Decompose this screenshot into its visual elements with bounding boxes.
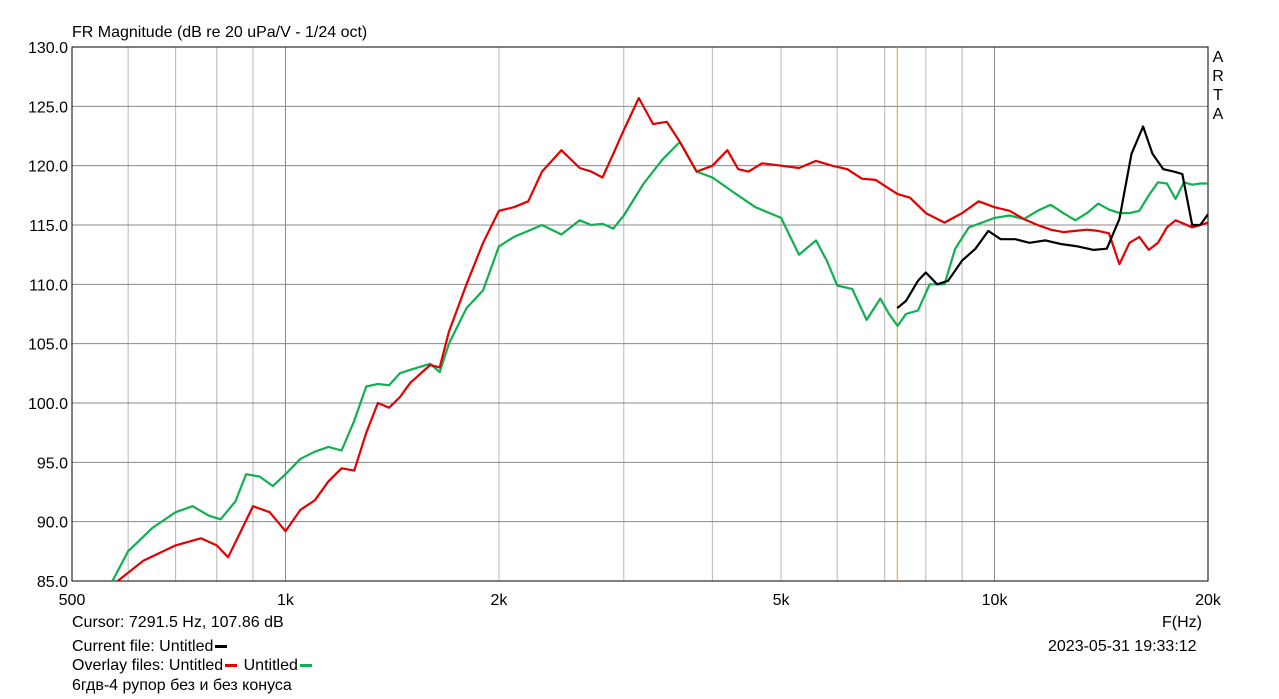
overlay-name-2: Untitled xyxy=(243,657,298,674)
arta-logo: A R T A xyxy=(1211,48,1225,124)
x-tick-label: 2k xyxy=(490,592,508,609)
overlay-files: Overlay files: Untitled Untitled xyxy=(72,657,312,675)
overlay-label: Overlay files: xyxy=(72,657,165,674)
x-tick-label: 10k xyxy=(982,592,1009,609)
y-tick-label: 110.0 xyxy=(29,277,68,294)
cursor-readout: Cursor: 7291.5 Hz, 107.86 dB xyxy=(72,614,284,631)
frequency-response-chart[interactable]: 130.0 125.0 120.0 115.0 110.0 105.0 100.0 95.0 9… xyxy=(0,0,1279,620)
y-tick-label: 85.0 xyxy=(37,574,68,591)
x-tick-label: 1k xyxy=(277,592,295,609)
arta-letter: A xyxy=(1212,106,1224,123)
y-tick-label: 100.0 xyxy=(28,396,68,413)
series-line-overlay1 xyxy=(117,96,1208,581)
arta-letter: R xyxy=(1212,68,1224,85)
timestamp: 2023-05-31 19:33:12 xyxy=(1048,638,1197,655)
y-tick-label: 115.0 xyxy=(29,218,68,235)
x-tick-label: 5k xyxy=(773,592,791,609)
current-swatch xyxy=(215,645,228,649)
series-line-current xyxy=(896,125,1208,309)
y-tick-label: 95.0 xyxy=(37,455,68,472)
x-axis-unit: F(Hz) xyxy=(1162,614,1202,631)
arta-letter: T xyxy=(1213,87,1223,104)
plot-frame xyxy=(71,46,1209,582)
y-tick-label: 125.0 xyxy=(28,99,68,116)
y-tick-label: 120.0 xyxy=(28,159,68,176)
x-tick-label: 500 xyxy=(59,592,86,609)
chart-title: FR Magnitude (dB re 20 uPa/V - 1/24 oct) xyxy=(72,24,368,41)
y-tick-label: 90.0 xyxy=(37,515,68,532)
current-file-label: Current file: Untitled xyxy=(72,638,214,655)
overlay1-swatch xyxy=(225,664,238,668)
overlay-name-1: Untitled xyxy=(168,657,224,674)
y-tick-label: 105.0 xyxy=(28,337,68,354)
arta-letter: A xyxy=(1212,49,1224,66)
x-tick-label: 20k xyxy=(1195,592,1222,609)
y-tick-label: 130.0 xyxy=(28,40,68,57)
overlay2-swatch xyxy=(299,664,312,668)
measurement-description: 6гдв-4 рупор без и без конуса xyxy=(72,677,292,694)
current-file: Current file: Untitled xyxy=(72,638,228,656)
series-line-overlay2 xyxy=(111,140,1208,581)
